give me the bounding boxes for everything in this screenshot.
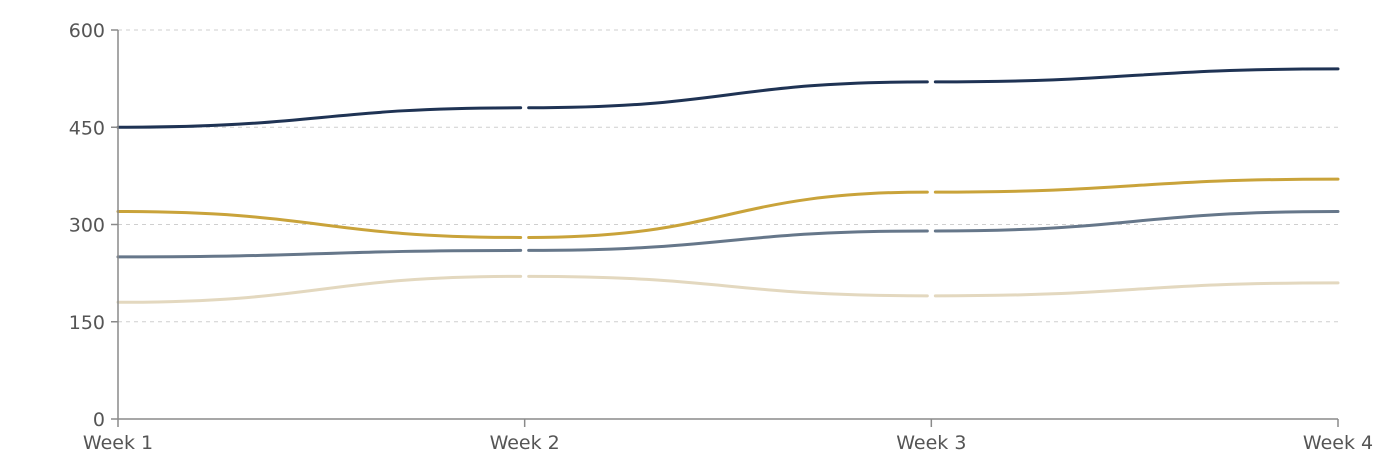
series-1-segment-2 xyxy=(527,80,929,110)
x-tick-label: Week 2 xyxy=(490,432,560,454)
x-tick-label: Week 3 xyxy=(896,432,966,454)
series-2-segment-1 xyxy=(116,210,523,239)
y-tick-label: 0 xyxy=(93,409,105,431)
series-4-segment-1 xyxy=(116,274,523,304)
series-1-segment-3 xyxy=(933,67,1340,84)
series-group xyxy=(116,67,1340,304)
y-tick-label: 150 xyxy=(69,312,105,334)
series-2-segment-3 xyxy=(933,177,1340,194)
series-1-segment-1 xyxy=(116,106,523,129)
y-tick-label: 300 xyxy=(69,215,105,237)
x-tick-label: Week 4 xyxy=(1303,432,1373,454)
series-4-segment-3 xyxy=(933,281,1340,298)
x-tick-label: Week 1 xyxy=(83,432,153,454)
axes xyxy=(111,29,1339,427)
series-3-segment-1 xyxy=(116,248,523,259)
tick-labels: 0 150 300 450 600 Week 1 Week 2 Week 3 Week 4 xyxy=(69,20,1373,454)
y-tick-label: 600 xyxy=(69,20,105,42)
y-tick-label: 450 xyxy=(69,117,105,139)
series-3-segment-2 xyxy=(527,229,929,252)
series-4-segment-2 xyxy=(527,274,929,298)
series-3-segment-3 xyxy=(933,210,1340,233)
series-2-segment-2 xyxy=(527,190,929,239)
